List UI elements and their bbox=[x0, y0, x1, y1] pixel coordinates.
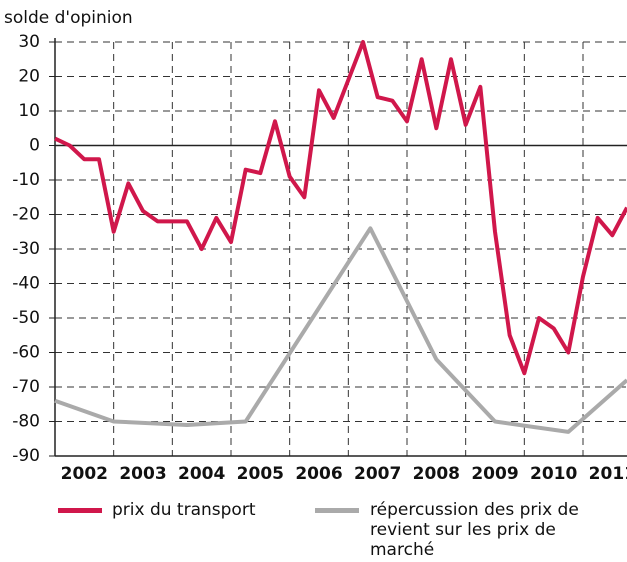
data-line bbox=[54, 226, 627, 434]
legend-swatch bbox=[315, 508, 359, 513]
x-tick-label: 2002 bbox=[61, 464, 108, 484]
legend-label: répercussion des prix de revient sur les… bbox=[370, 500, 579, 560]
y-tick-label: -80 bbox=[12, 412, 40, 432]
y-tick-label: -40 bbox=[12, 274, 40, 294]
y-tick-label: -70 bbox=[12, 377, 40, 397]
y-axis-label: solde d'opinion bbox=[4, 8, 133, 28]
x-tick-label: 2005 bbox=[237, 464, 284, 484]
legend-swatch bbox=[58, 508, 102, 513]
y-tick-label: 20 bbox=[18, 67, 40, 87]
x-tick-label: 2009 bbox=[471, 464, 518, 484]
x-tick-label: 2004 bbox=[178, 464, 225, 484]
x-tick-label: 2008 bbox=[413, 464, 460, 484]
y-tick-label: -50 bbox=[12, 308, 40, 328]
y-tick-label: 30 bbox=[18, 32, 40, 52]
legend-label: prix du transport bbox=[112, 500, 256, 520]
y-tick-label: -90 bbox=[12, 446, 40, 466]
y-tick-label: 10 bbox=[18, 101, 40, 121]
y-tick-label: -10 bbox=[12, 170, 40, 190]
data-line bbox=[54, 40, 627, 376]
x-tick-label: 2006 bbox=[295, 464, 342, 484]
x-tick-label: 2011 bbox=[589, 464, 627, 484]
x-tick-label: 2010 bbox=[530, 464, 577, 484]
y-tick-label: -20 bbox=[12, 205, 40, 225]
y-tick-label: 0 bbox=[29, 136, 40, 156]
y-tick-label: -60 bbox=[12, 343, 40, 363]
y-tick-label: -30 bbox=[12, 239, 40, 259]
x-tick-label: 2007 bbox=[354, 464, 401, 484]
x-tick-label: 2003 bbox=[119, 464, 166, 484]
